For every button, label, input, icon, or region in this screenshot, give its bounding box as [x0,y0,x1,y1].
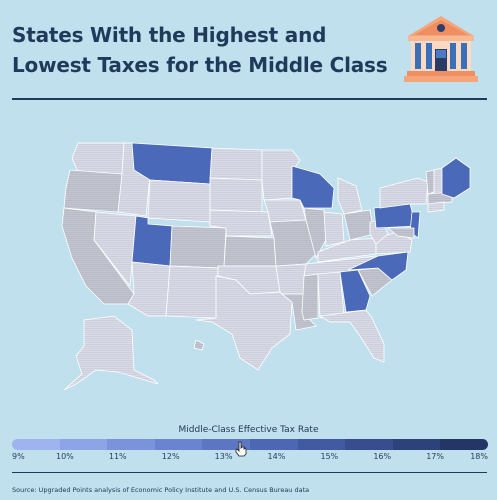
us-states-map [61,142,471,391]
color-scale-segment [12,439,60,450]
state-ME [441,157,471,199]
color-scale-tick-label: 18% [470,452,488,461]
state-NH [433,167,443,195]
state-NM [165,265,219,319]
color-scale-tick-label: 12% [161,452,180,461]
state-OR [63,169,123,213]
state-OH [343,209,375,241]
color-scale-tick-label: 15% [320,452,339,461]
state-NV [93,211,137,288]
legend-title: Middle-Class Effective Tax Rate [178,425,319,435]
color-scale-segment [107,439,155,450]
state-GA [339,269,371,313]
color-scale-segment [59,439,108,450]
state-IN [323,211,345,247]
state-WA [71,142,125,175]
color-scale-tick-label: 13% [214,452,233,461]
color-scale-segment [345,439,393,450]
bank-building-icon [404,16,478,82]
state-CO [169,225,227,269]
color-scale-tick-label: 14% [267,452,286,461]
hand-pointer-icon [235,441,247,457]
state-MD [386,227,415,239]
color-scale-segment [202,439,250,450]
state-IA [263,199,307,223]
title-divider [12,98,487,100]
color-scale-tick-label: 9% [12,452,25,461]
color-scale-segment [392,439,441,450]
state-AL [317,271,345,319]
state-TX [195,275,293,371]
state-AK [63,315,159,391]
state-ND [209,147,263,181]
state-MI [337,177,363,215]
map-title: States With the Highest and Lowest Taxes… [12,20,388,80]
source-note: Source: Upgraded Points analysis of Econ… [12,486,310,494]
state-WI [291,165,335,209]
state-NY [379,177,429,209]
color-scale-tick-label: 16% [373,452,392,461]
state-AZ [127,261,171,317]
title-line-2: Lowest Taxes for the Middle Class [12,53,388,77]
color-scale-segment [440,439,488,450]
state-IL [303,207,327,260]
state-NC [347,251,409,281]
color-scale-segment [249,439,298,450]
color-scale-tick-label: 11% [108,452,127,461]
source-divider [12,472,487,473]
state-AR [275,263,307,295]
color-scale-bar [12,439,488,450]
state-HI [193,339,205,351]
title-line-1: States With the Highest and [12,23,327,47]
state-UT [131,215,173,267]
color-scale-ticks: 9% 10% 11% 12% 13% 14% 15% 16% 17% 18% [12,452,488,464]
state-KS [223,235,277,267]
state-CT [427,201,445,213]
color-scale-tick-label: 17% [426,452,444,461]
state-SD [209,177,263,213]
state-WY [147,179,211,223]
state-MS [301,273,319,321]
color-scale-segment [154,439,203,450]
color-scale-tick-label: 10% [55,452,74,461]
state-FL [318,309,385,363]
color-scale-segment [297,439,346,450]
